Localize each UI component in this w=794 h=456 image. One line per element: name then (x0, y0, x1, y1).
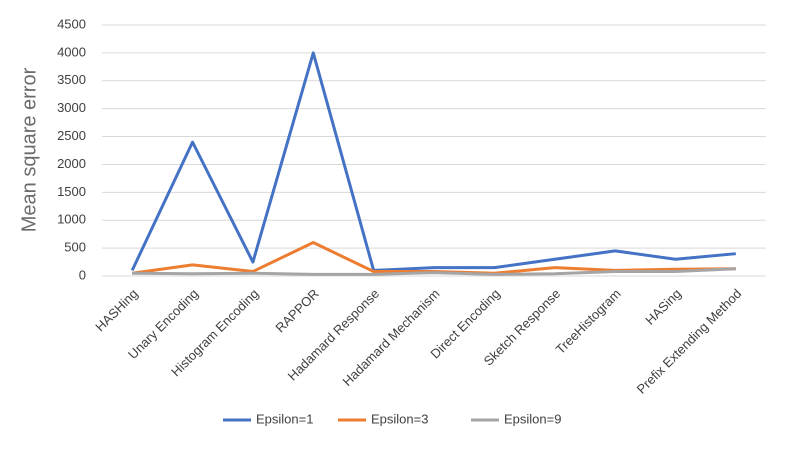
y-tick-label: 1000 (57, 212, 86, 227)
y-tick-label: 3500 (57, 72, 86, 87)
series-line (132, 267, 736, 276)
legend-label: Epsilon=3 (371, 411, 428, 426)
series-line (130, 51, 736, 272)
legend-label: Epsilon=9 (504, 411, 561, 426)
y-tick-label: 2000 (57, 156, 86, 171)
y-tick-label: 1500 (57, 184, 86, 199)
x-tick-label: HASing (642, 286, 684, 328)
x-tick-label: HASHing (92, 286, 140, 334)
x-tick-label: TreeHistogram (553, 286, 624, 357)
legend-label: Epsilon=1 (256, 411, 313, 426)
y-tick-label: 2500 (57, 128, 86, 143)
x-tick-label: RAPPOR (272, 286, 321, 335)
y-tick-label: 0 (79, 267, 86, 282)
y-tick-label: 3000 (57, 100, 86, 115)
y-tick-label: 4500 (57, 16, 86, 31)
y-tick-label: 4000 (57, 44, 86, 59)
y-axis-title: Mean square error (18, 67, 40, 232)
x-tick-label: Prefix Extending Method (634, 286, 745, 397)
y-tick-label: 500 (64, 240, 86, 255)
